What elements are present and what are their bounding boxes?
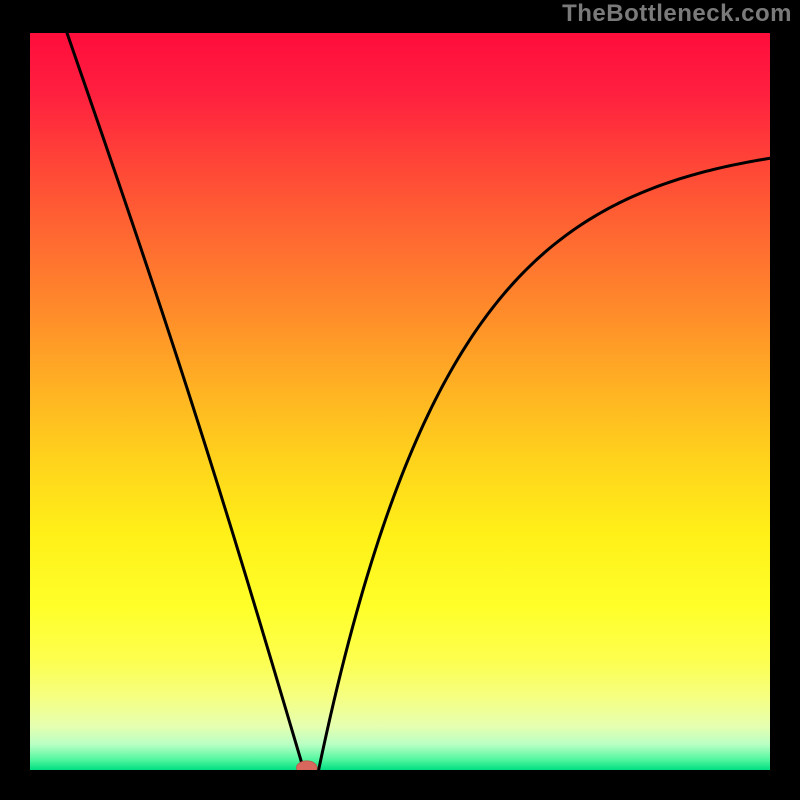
plot-background <box>30 33 770 770</box>
chart-svg <box>0 0 800 800</box>
watermark-text: TheBottleneck.com <box>562 0 792 28</box>
frame-bottom <box>0 770 800 800</box>
frame-right <box>770 0 800 800</box>
frame-left <box>0 0 30 800</box>
chart-container: TheBottleneck.com <box>0 0 800 800</box>
